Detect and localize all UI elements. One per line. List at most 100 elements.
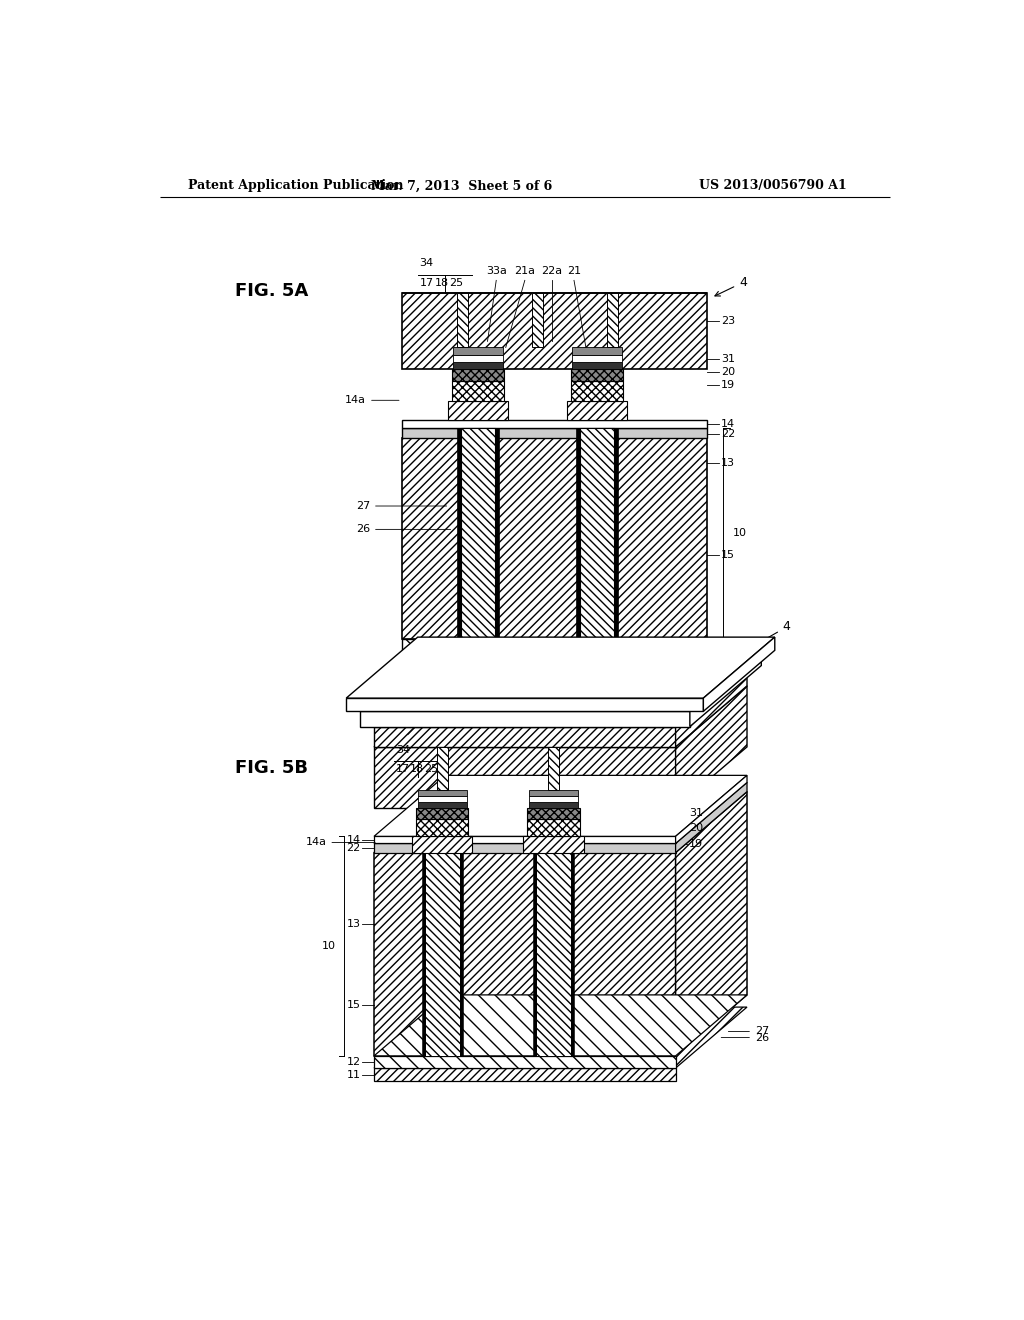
Text: 25: 25 — [424, 764, 438, 775]
Bar — [453, 362, 504, 368]
Text: 19: 19 — [721, 380, 735, 389]
Polygon shape — [374, 665, 748, 726]
Bar — [401, 652, 708, 669]
Bar — [523, 837, 584, 853]
Text: 12: 12 — [721, 642, 735, 651]
Bar — [570, 381, 624, 401]
Text: 11: 11 — [721, 657, 735, 668]
Bar — [548, 747, 559, 789]
Bar — [452, 381, 504, 401]
Text: FIG. 5A: FIG. 5A — [236, 281, 308, 300]
Polygon shape — [676, 783, 746, 853]
Bar — [527, 818, 580, 837]
Bar — [374, 747, 676, 808]
Text: 15: 15 — [721, 550, 735, 560]
Text: 27: 27 — [355, 502, 446, 511]
Bar — [571, 362, 623, 368]
Text: 15: 15 — [346, 1001, 360, 1010]
Text: Patent Application Publication: Patent Application Publication — [187, 180, 403, 193]
Text: 22a: 22a — [542, 267, 562, 276]
Bar — [460, 826, 463, 1056]
Bar — [359, 711, 690, 726]
Polygon shape — [676, 686, 746, 808]
Text: 14: 14 — [346, 834, 360, 845]
Text: 22: 22 — [721, 429, 735, 438]
Polygon shape — [374, 1007, 748, 1068]
Text: 14: 14 — [721, 418, 735, 429]
Bar — [532, 826, 536, 1056]
Text: 14a: 14a — [305, 837, 375, 847]
Bar — [374, 853, 676, 1056]
Bar — [401, 428, 708, 438]
Text: 33a: 33a — [485, 267, 507, 276]
Bar — [567, 401, 627, 420]
Bar — [374, 726, 676, 747]
Text: 13: 13 — [346, 919, 360, 929]
Text: 34: 34 — [419, 259, 433, 268]
Polygon shape — [374, 792, 748, 853]
Text: 21: 21 — [567, 267, 581, 276]
Bar — [528, 801, 578, 808]
Bar — [422, 826, 425, 1056]
Bar — [374, 1068, 676, 1081]
Text: 21: 21 — [573, 657, 692, 692]
Text: FIG. 5B: FIG. 5B — [236, 759, 308, 777]
Text: US 2013/0056790 A1: US 2013/0056790 A1 — [699, 180, 847, 193]
Bar — [531, 293, 543, 347]
Bar — [570, 826, 574, 1056]
Text: Mar. 7, 2013  Sheet 5 of 6: Mar. 7, 2013 Sheet 5 of 6 — [371, 180, 552, 193]
Bar — [401, 438, 708, 639]
Bar — [453, 347, 504, 355]
Bar — [418, 796, 467, 801]
Bar — [457, 293, 468, 347]
Bar — [416, 818, 468, 837]
Text: 22a: 22a — [522, 657, 690, 708]
Text: 10: 10 — [733, 528, 746, 539]
Text: 4: 4 — [755, 620, 791, 645]
Bar — [374, 843, 676, 853]
Polygon shape — [676, 665, 746, 747]
Bar — [458, 428, 461, 639]
Bar — [374, 837, 676, 843]
Polygon shape — [374, 995, 748, 1056]
Bar — [571, 355, 623, 362]
Bar — [401, 420, 708, 428]
Text: 20: 20 — [721, 367, 735, 376]
Bar — [452, 368, 504, 381]
Text: 17: 17 — [395, 764, 410, 775]
Text: 18: 18 — [410, 764, 424, 775]
Bar — [416, 808, 468, 818]
Text: 11: 11 — [346, 1069, 360, 1080]
Text: 4: 4 — [715, 276, 746, 296]
Polygon shape — [676, 792, 746, 1056]
Bar — [614, 428, 617, 639]
Text: 17: 17 — [420, 279, 434, 288]
Bar — [580, 428, 614, 639]
Text: 14a: 14a — [345, 395, 399, 405]
Text: 31: 31 — [689, 808, 703, 818]
Text: 32: 32 — [546, 665, 560, 676]
Bar — [374, 1056, 676, 1068]
Bar — [401, 639, 708, 652]
Polygon shape — [374, 775, 748, 837]
Text: 13: 13 — [721, 458, 735, 469]
Text: 25: 25 — [450, 279, 464, 288]
Text: 21a: 21a — [514, 267, 536, 276]
Polygon shape — [346, 638, 775, 698]
Bar — [528, 796, 578, 801]
Bar — [527, 808, 580, 818]
Bar — [447, 401, 508, 420]
Bar — [577, 428, 580, 639]
Text: 18: 18 — [435, 279, 450, 288]
Text: 27: 27 — [728, 1027, 769, 1036]
Bar — [436, 747, 447, 789]
Text: 21a: 21a — [424, 660, 508, 722]
Bar — [461, 428, 496, 639]
Text: 22: 22 — [346, 843, 360, 853]
Bar — [425, 826, 460, 1056]
Bar — [453, 355, 504, 362]
Bar — [607, 293, 618, 347]
Text: 12: 12 — [346, 1057, 360, 1067]
Bar — [571, 347, 623, 355]
Text: 23: 23 — [721, 315, 735, 326]
